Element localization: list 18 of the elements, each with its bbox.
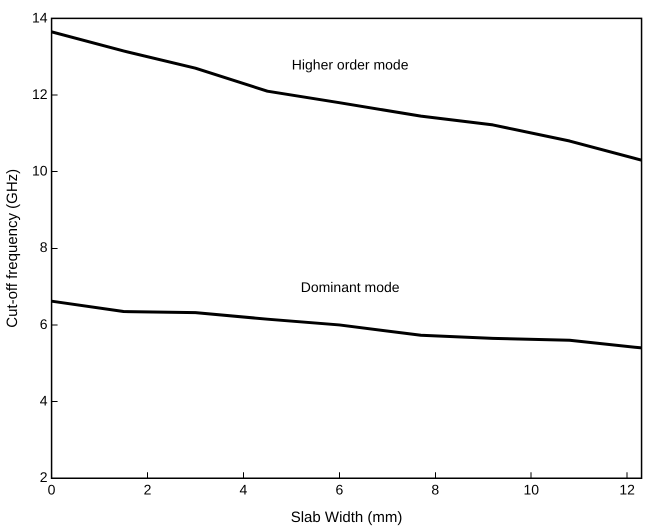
x-tick-label: 2 bbox=[144, 481, 152, 498]
x-tick-label: 6 bbox=[335, 481, 344, 498]
y-tick-label: 14 bbox=[32, 9, 48, 26]
x-tick-label: 4 bbox=[240, 481, 248, 498]
x-tick-label: 10 bbox=[523, 481, 540, 498]
series-label: Higher order mode bbox=[292, 56, 409, 73]
y-tick-label: 6 bbox=[40, 316, 48, 332]
y-tick-label: 12 bbox=[32, 86, 48, 102]
x-tick-label: 8 bbox=[431, 481, 440, 498]
x-tick-label: 0 bbox=[48, 481, 56, 498]
y-tick-label: 10 bbox=[32, 162, 48, 179]
y-axis-title: Cut-off frequency (GHz) bbox=[4, 168, 22, 328]
y-tick-label: 4 bbox=[40, 392, 48, 408]
x-tick-label: 12 bbox=[619, 481, 636, 498]
y-tick-label: 8 bbox=[40, 239, 48, 256]
y-tick-label: 2 bbox=[40, 469, 48, 486]
series-label: Dominant mode bbox=[300, 278, 400, 295]
x-axis-title: Slab Width (mm) bbox=[290, 509, 402, 526]
